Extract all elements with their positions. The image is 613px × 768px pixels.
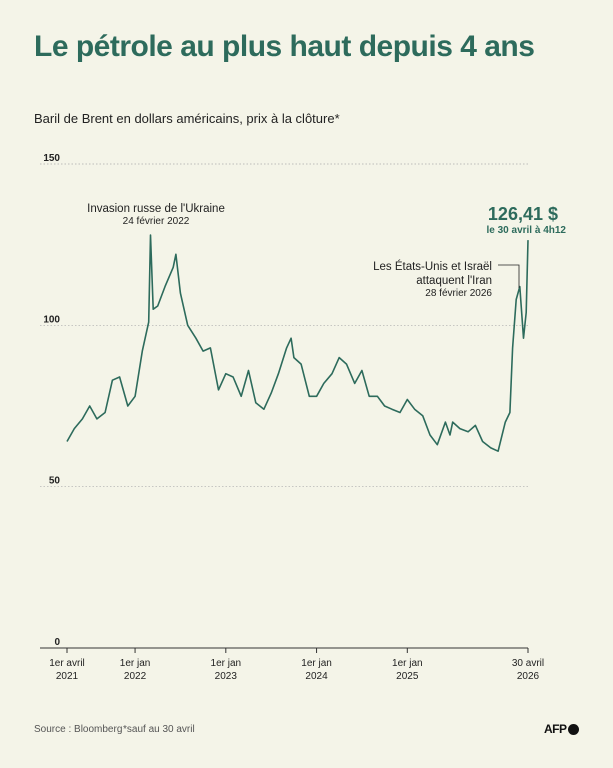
y-tick-label: 0: [54, 637, 60, 648]
afp-logo-dot-icon: [567, 724, 579, 735]
x-tick-year: 2025: [396, 671, 419, 682]
annotation-iran-label-2: attaquent l'Iran: [416, 275, 492, 287]
chart-title: Le pétrole au plus haut depuis 4 ans: [34, 30, 535, 63]
annotation-ukraine-date: 24 février 2022: [123, 216, 190, 227]
x-tick-year: 2022: [124, 671, 147, 682]
x-tick-year: 2023: [215, 671, 238, 682]
annotation-iran-label-1: Les États-Unis et Israël: [373, 260, 492, 273]
y-tick-label: 150: [43, 153, 60, 164]
last-value-label: 126,41 $: [488, 204, 558, 224]
annotation-ukraine-label: Invasion russe de l'Ukraine: [87, 203, 225, 215]
x-tick-label: 1er jan: [211, 658, 242, 669]
x-tick-label: 1er jan: [120, 658, 151, 669]
y-axis-ticks: 0 50 100 150: [43, 153, 60, 648]
source-text: Source : Bloomberg: [34, 724, 123, 735]
x-tick-year: 2026: [517, 671, 540, 682]
y-tick-label: 50: [49, 476, 61, 487]
x-tick-label: 30 avril: [512, 658, 544, 669]
x-tick-label: 1er jan: [392, 658, 423, 669]
brent-line-chart: 0 50 100 150 1er avril 2021 1er jan 2022 1er ja…: [40, 153, 566, 682]
x-axis: 1er avril 2021 1er jan 2022 1er jan 2023 1er j…: [49, 648, 544, 682]
x-tick-year: 2024: [305, 671, 328, 682]
chart-subtitle: Baril de Brent en dollars américains, pr…: [34, 111, 340, 126]
brent-price-line: [66, 234, 529, 453]
y-tick-label: 100: [43, 314, 60, 325]
afp-logo: AFP: [544, 722, 579, 736]
annotation-iran-leader-line: [498, 264, 520, 288]
x-tick-label: 1er jan: [301, 658, 332, 669]
annotation-iran-date: 28 février 2026: [425, 288, 492, 299]
afp-logo-text: AFP: [544, 722, 567, 736]
footnote-text: *sauf au 30 avril: [123, 724, 195, 735]
last-value-date: le 30 avril à 4h12: [486, 225, 566, 236]
x-tick-label: 1er avril: [49, 658, 85, 669]
x-tick-year: 2021: [56, 671, 79, 682]
grid-lines: [40, 163, 528, 649]
